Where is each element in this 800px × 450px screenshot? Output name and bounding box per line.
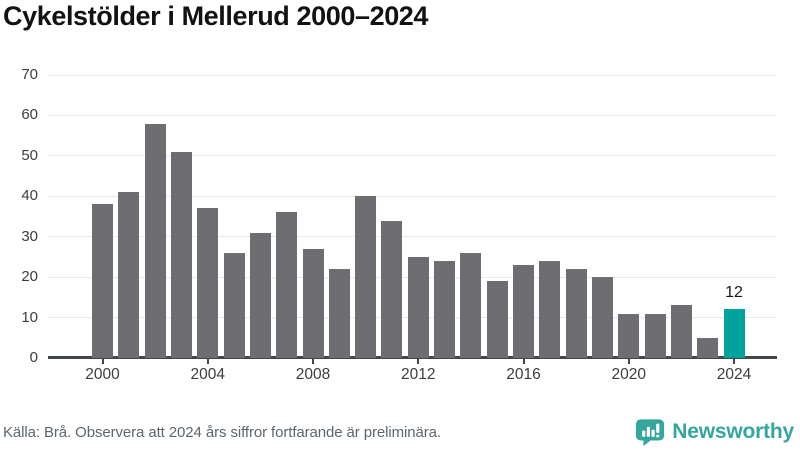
x-axis-label: 2024 [716,366,752,383]
y-axis-label: 60 [21,106,38,124]
bar-2016 [513,265,534,358]
bar-2012 [407,256,429,358]
highlight-value-label: 12 [725,284,743,302]
gridline-60 [48,114,777,116]
x-axis-label: 2012 [401,366,436,383]
y-axis-label: 40 [21,187,38,205]
bar-2017 [539,260,561,358]
bar-2011 [381,220,403,358]
newsworthy-icon [635,418,665,447]
x-axis-tick [522,359,525,364]
bar-2004 [197,208,219,358]
bar-2009 [328,269,350,358]
x-axis-tick [417,359,420,364]
bar-2006 [249,232,271,358]
newsworthy-logo: Newsworthy [635,418,794,447]
x-axis-label: 2020 [611,366,646,383]
bar-2010 [355,196,377,358]
gridline-30 [48,236,777,238]
gridline-50 [48,155,777,157]
x-axis-tick [101,359,104,364]
y-axis-label: 50 [21,146,38,164]
y-axis-label: 10 [21,308,38,326]
bar-2013 [434,260,456,358]
bar-2019 [591,277,613,358]
y-axis-label: 0 [29,349,38,366]
x-axis-label: 2000 [85,366,120,383]
bar-2000 [92,204,113,358]
bar-2020 [618,313,640,358]
y-axis-label: 70 [21,66,38,83]
x-axis-label: 2004 [190,366,225,383]
bar-2008 [302,248,324,358]
bar-2021 [644,313,666,358]
x-axis-label: 2008 [295,366,331,383]
gridline-70 [48,74,777,76]
x-axis-label: 2016 [506,366,541,383]
gridline-40 [48,195,777,197]
bar-2002 [144,123,166,358]
chart-title: Cykelstölder i Mellerud 2000–2024 [3,1,429,31]
bar-2001 [118,192,140,358]
bar-2007 [276,212,298,358]
x-axis-tick [627,359,630,364]
bar-2024 [723,309,745,358]
bar-2022 [670,305,692,358]
bar-2015 [486,281,508,358]
source-note: Källa: Brå. Observera att 2024 års siffr… [3,423,441,441]
x-axis-tick [733,359,735,364]
y-axis-label: 20 [21,268,38,286]
x-axis-tick [312,359,314,364]
bar-2018 [565,269,587,358]
footer: Källa: Brå. Observera att 2024 års siffr… [3,417,794,447]
bar-2014 [460,252,482,358]
newsworthy-wordmark: Newsworthy [672,420,794,443]
bar-2023 [697,337,719,358]
bar-2005 [223,252,245,358]
y-axis-label: 30 [21,227,38,245]
bar-chart: 12 0 10 20 30 40 50 60 70 2000 2004 2008 2012 2016 20… [21,66,777,383]
bar-2003 [170,151,192,358]
x-axis-tick [206,359,209,364]
